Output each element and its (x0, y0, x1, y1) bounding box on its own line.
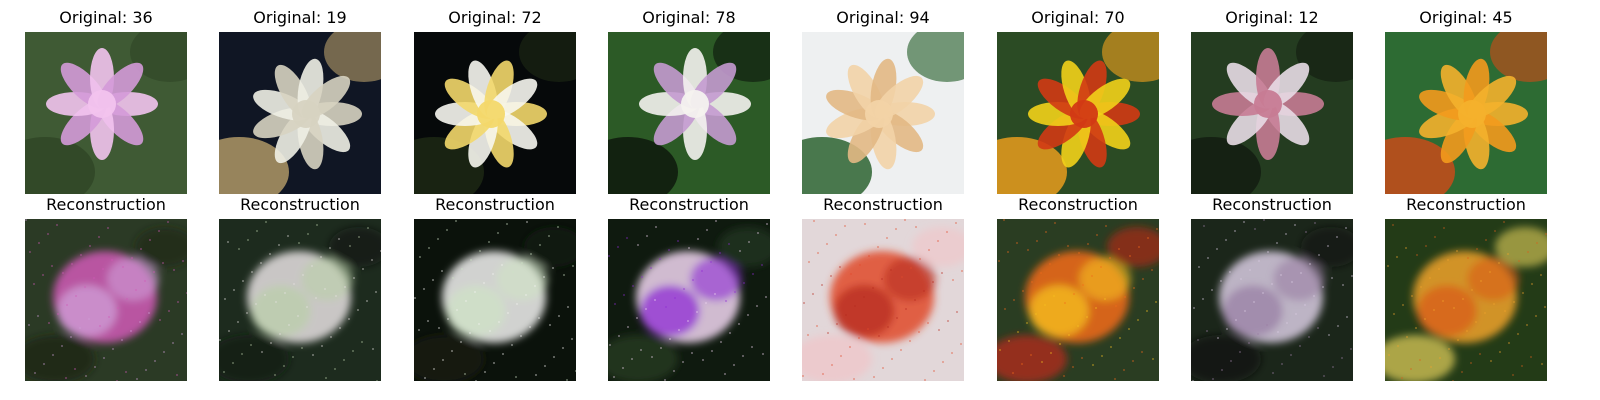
reconstructed-flower-image (1385, 219, 1547, 381)
original-flower-image (608, 32, 770, 194)
original-flower-image (997, 32, 1159, 194)
reconstruction-image (414, 219, 576, 381)
original-title: Original: 45 (1419, 8, 1513, 27)
original-image (802, 32, 964, 194)
reconstructed-flower-image (25, 219, 187, 381)
reconstructed-flower-image (219, 219, 381, 381)
original-flower-image (802, 32, 964, 194)
reconstructed-flower-image (802, 219, 964, 381)
reconstruction-image (997, 219, 1159, 381)
original-image (414, 32, 576, 194)
reconstruction-title: Reconstruction (823, 195, 943, 214)
reconstruction-image (608, 219, 770, 381)
reconstruction-image (25, 219, 187, 381)
original-flower-image (1191, 32, 1353, 194)
reconstruction-title: Reconstruction (240, 195, 360, 214)
reconstructed-flower-image (608, 219, 770, 381)
reconstructed-flower-image (414, 219, 576, 381)
reconstruction-image (219, 219, 381, 381)
original-title: Original: 78 (642, 8, 736, 27)
reconstruction-title: Reconstruction (1406, 195, 1526, 214)
reconstruction-title: Reconstruction (629, 195, 749, 214)
original-flower-image (25, 32, 187, 194)
reconstruction-title: Reconstruction (1018, 195, 1138, 214)
original-title: Original: 19 (253, 8, 347, 27)
reconstruction-title: Reconstruction (435, 195, 555, 214)
original-image (997, 32, 1159, 194)
original-title: Original: 70 (1031, 8, 1125, 27)
original-image (25, 32, 187, 194)
reconstruction-title: Reconstruction (46, 195, 166, 214)
original-image (1191, 32, 1353, 194)
reconstruction-image (1385, 219, 1547, 381)
reconstruction-title: Reconstruction (1212, 195, 1332, 214)
reconstructed-flower-image (997, 219, 1159, 381)
reconstruction-image (802, 219, 964, 381)
reconstructed-flower-image (1191, 219, 1353, 381)
original-flower-image (1385, 32, 1547, 194)
original-title: Original: 36 (59, 8, 153, 27)
original-flower-image (219, 32, 381, 194)
original-image (219, 32, 381, 194)
original-title: Original: 94 (836, 8, 930, 27)
original-flower-image (414, 32, 576, 194)
original-image (1385, 32, 1547, 194)
original-image (608, 32, 770, 194)
original-title: Original: 72 (448, 8, 542, 27)
original-title: Original: 12 (1225, 8, 1319, 27)
reconstruction-image (1191, 219, 1353, 381)
